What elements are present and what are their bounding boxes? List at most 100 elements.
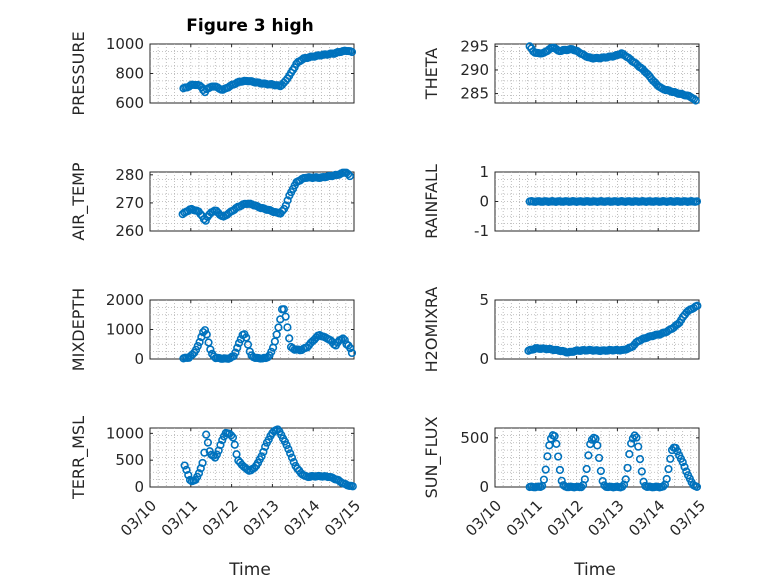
sun-flux-data-point (637, 467, 646, 476)
sun-flux-y-tick-label: 500 (460, 429, 489, 447)
terr-msl-x-tick-label: 03/12 (199, 497, 242, 540)
sun-flux-data-point (582, 464, 591, 474)
terr-msl-data-point (227, 431, 236, 440)
sun-flux-x-tick-label: 03/13 (584, 497, 627, 540)
sun-flux-data-point (627, 439, 636, 448)
terr-msl-data-point (228, 433, 238, 442)
terr-msl-data-point (212, 450, 221, 459)
sun-flux-data-point (666, 454, 675, 463)
terr-msl-x-tick-label: 03/13 (239, 497, 282, 540)
mixdepth-data-point (279, 305, 288, 314)
terr-msl-data-point (216, 440, 225, 450)
mixdepth-data-point (242, 333, 251, 342)
terr-msl-data-point (257, 452, 266, 461)
sun-flux-data-point (621, 475, 630, 484)
mixdepth-data-point (338, 334, 348, 343)
sun-flux-data-point (593, 441, 602, 450)
sun-flux-data-point (577, 483, 586, 492)
air-temp-data-point (283, 196, 292, 205)
mixdepth-y-label: MIXDEPTH (69, 288, 88, 371)
subplot-mixdepth: 0 1000 2000 MIXDEPTH (69, 288, 357, 371)
terr-msl-data-point (348, 482, 357, 491)
theta-y-label: THETA (422, 48, 441, 100)
terr-msl-data-point (202, 430, 211, 439)
sun-flux-data-point (598, 476, 607, 486)
terr-msl-data-point (182, 465, 191, 474)
mixdepth-data-point (193, 341, 202, 351)
terr-msl-data-point (286, 449, 295, 458)
sun-flux-data-point (692, 482, 702, 491)
sun-flux-data-point (632, 433, 641, 442)
terr-msl-data-point (184, 470, 193, 480)
h2omixra-y-label: H2OMIXRA (422, 287, 441, 373)
terr-msl-data-point (287, 453, 297, 462)
terr-msl-data-point (200, 448, 209, 457)
x-axis-label-left: Time (228, 560, 271, 580)
air-temp-y-label: AIR_TEMP (69, 162, 89, 240)
mixdepth-data-point (285, 334, 294, 343)
air-temp-y-tick-label: 260 (115, 222, 144, 240)
sun-flux-data-point (618, 482, 627, 491)
theta-y-tick-label: 285 (460, 85, 489, 103)
subplot-theta: 285 290 295 THETA (422, 37, 700, 105)
sun-flux-y-label: SUN_FLUX (422, 417, 442, 499)
sun-flux-data-point (550, 432, 559, 441)
air-temp-y-tick-label: 270 (115, 194, 144, 212)
h2omixra-y-tick-label: 0 (479, 350, 489, 368)
theta-data-point (691, 96, 700, 105)
terr-msl-y-tick-label: 1000 (106, 424, 144, 442)
terr-msl-data-point (194, 469, 204, 478)
subplot-rainfall: -1 0 1 RAINFALL (422, 163, 702, 240)
terr-msl-data-point (198, 458, 207, 468)
pressure-y-tick-label: 1000 (106, 35, 144, 53)
sun-flux-x-tick-label: 03/10 (462, 497, 505, 540)
mixdepth-data-point (281, 312, 290, 321)
subplot-h2omixra: 0 5 H2OMIXRA (422, 287, 702, 373)
terr-msl-data-point (243, 465, 252, 474)
mixdepth-data-point (202, 330, 211, 339)
terr-msl-x-tick-label: 03/15 (321, 497, 364, 540)
sun-flux-data-point (659, 482, 668, 491)
h2omixra-data-point (693, 301, 702, 310)
mixdepth-data-point (233, 343, 242, 353)
sun-flux-data-point (555, 465, 565, 475)
terr-msl-x-tick-label: 03/11 (158, 497, 201, 540)
x-axis-label-right: Time (573, 560, 616, 580)
sun-flux-data-point (584, 451, 593, 460)
terr-msl-x-tick-label: 03/14 (280, 497, 323, 540)
terr-msl-x-tick-label: 03/10 (117, 497, 160, 540)
pressure-y-tick-label: 600 (115, 94, 144, 112)
sun-flux-data-point (594, 453, 604, 463)
sun-flux-y-tick-label: 0 (479, 478, 489, 496)
mixdepth-data-point (340, 336, 349, 345)
mixdepth-y-tick-label: 0 (134, 350, 144, 368)
h2omixra-y-tick-label: 5 (479, 291, 489, 309)
rainfall-y-tick-label: 0 (479, 193, 489, 211)
sun-flux-data-point (625, 450, 634, 459)
sun-flux-data-point (557, 476, 566, 485)
sun-flux-data-point (554, 452, 563, 461)
sun-flux-data-point (635, 455, 645, 464)
sun-flux-x-tick-label: 03/11 (503, 497, 546, 540)
sun-flux-data-point (630, 431, 639, 440)
sun-flux-data-point (580, 475, 589, 484)
theta-y-tick-label: 290 (460, 61, 489, 79)
terr-msl-y-tick-label: 500 (115, 451, 144, 469)
sun-flux-data-point (662, 474, 671, 484)
air-temp-y-tick-label: 280 (115, 166, 144, 184)
mixdepth-data-point (200, 326, 210, 335)
mixdepth-data-point (272, 330, 281, 339)
terr-msl-y-tick-label: 0 (134, 478, 144, 496)
air-temp-data-point (345, 171, 355, 181)
rainfall-y-tick-label: -1 (474, 222, 489, 240)
mixdepth-data-point (347, 348, 357, 358)
sun-flux-data-point (541, 465, 550, 474)
sun-flux-data-point (673, 447, 682, 456)
mixdepth-data-point (288, 344, 297, 353)
mixdepth-y-tick-label: 1000 (106, 321, 144, 339)
sun-flux-data-point (634, 442, 643, 451)
terr-msl-data-point (209, 451, 218, 460)
